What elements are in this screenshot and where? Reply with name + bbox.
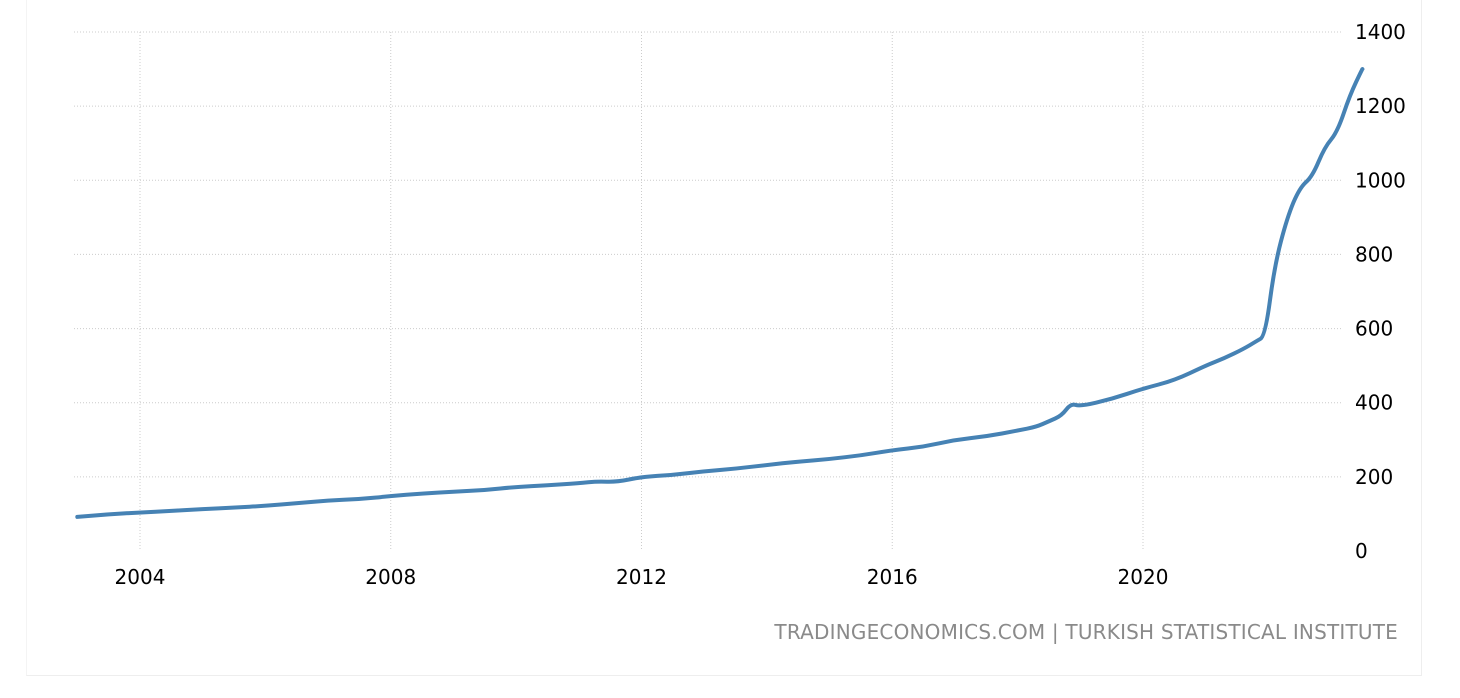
- y-tick-label: 600: [1355, 317, 1393, 341]
- series-lines: [75, 67, 1365, 519]
- x-tick-label: 2008: [365, 565, 416, 589]
- x-tick-label: 2012: [616, 565, 667, 589]
- x-tick-label: 2016: [867, 565, 918, 589]
- chart-card: [26, 0, 1422, 676]
- y-tick-label: 0: [1355, 539, 1368, 563]
- y-tick-label: 1000: [1355, 168, 1406, 192]
- y-tick-label: 1200: [1355, 94, 1406, 118]
- x-tick-label: 2020: [1118, 565, 1169, 589]
- horizontal-gridlines: [74, 31, 1342, 478]
- x-tick-label: 2004: [115, 565, 166, 589]
- y-axis-tick-labels: 0 200 400 600 800 1000 1200 1400: [1355, 20, 1406, 563]
- y-tick-label: 1400: [1355, 20, 1406, 44]
- y-tick-label: 200: [1355, 465, 1393, 489]
- source-credit: TRADINGECONOMICS.COM | TURKISH STATISTIC…: [774, 620, 1398, 644]
- x-axis-tick-labels: 2004 2008 2012 2016 2020: [115, 565, 1169, 589]
- y-tick-label: 400: [1355, 391, 1393, 415]
- series-line: [75, 67, 1365, 519]
- vertical-gridlines: [139, 32, 1144, 551]
- y-tick-label: 800: [1355, 242, 1393, 266]
